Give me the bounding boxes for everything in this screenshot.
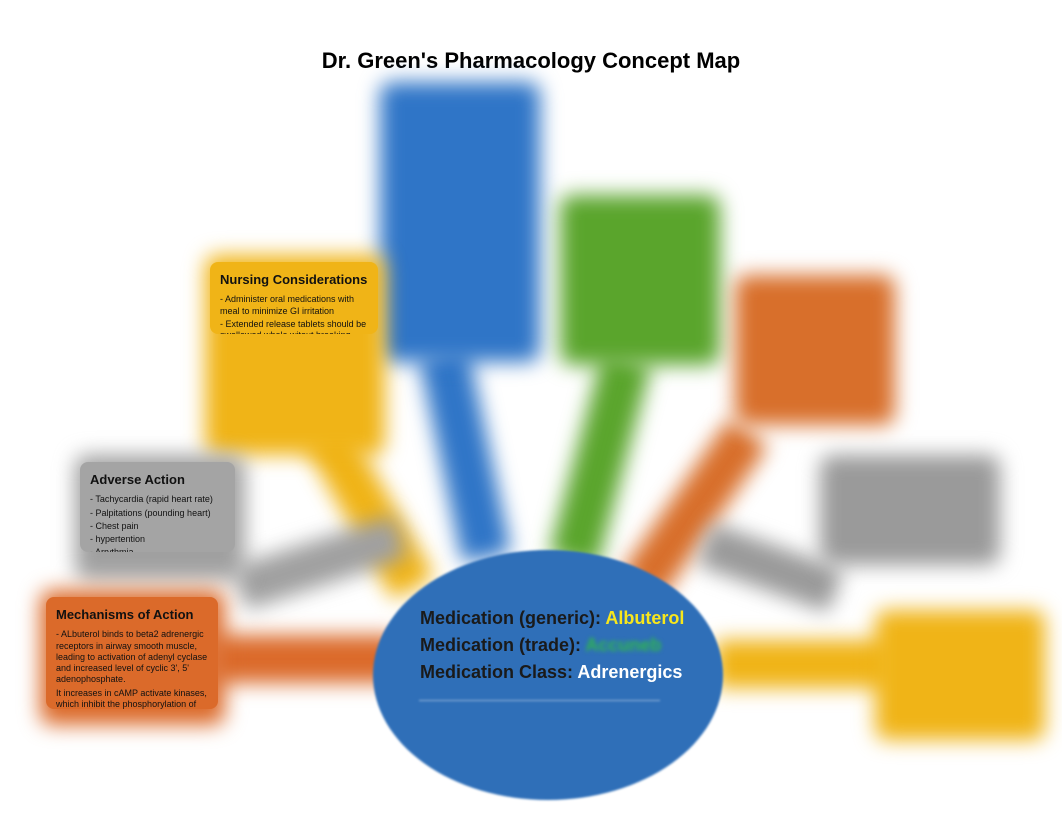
- page-title: Dr. Green's Pharmacology Concept Map: [0, 48, 1062, 74]
- callout-green: [560, 195, 720, 365]
- adverse-title: Adverse Action: [90, 472, 225, 488]
- generic-value: Albuterol: [605, 608, 684, 628]
- adverse-line: - hypertention: [90, 534, 225, 545]
- mech-line: It increases in cAMP activate kinases, w…: [56, 688, 208, 710]
- class-label: Medication Class:: [420, 662, 577, 682]
- generic-line: Medication (generic): Albuterol: [420, 608, 684, 629]
- nursing-line: - Extended release tablets should be swa…: [220, 319, 368, 334]
- card-nursing-considerations: Nursing Considerations - Administer oral…: [210, 262, 378, 334]
- trade-line: Medication (trade): Accuneb: [420, 635, 684, 656]
- connector-blue: [419, 347, 512, 563]
- connector-orange-l: [210, 635, 400, 683]
- nursing-line: - Administer oral medications with meal …: [220, 294, 368, 317]
- adverse-line: - Tachycardia (rapid heart rate): [90, 494, 225, 505]
- mech-title: Mechanisms of Action: [56, 607, 208, 623]
- trade-label: Medication (trade):: [420, 635, 585, 655]
- center-text-overlay: Medication (generic): Albuterol Medicati…: [420, 608, 684, 689]
- adverse-line: - Palpitations (pounding heart): [90, 508, 225, 519]
- card-adverse-action: Adverse Action - Tachycardia (rapid hear…: [80, 462, 235, 552]
- callout-gray-right: [820, 455, 1000, 565]
- class-value: Adrenergics: [577, 662, 682, 682]
- connector-gray-l: [232, 515, 408, 610]
- callout-blue: [380, 82, 540, 362]
- card-mechanisms: Mechanisms of Action - ALbuterol binds t…: [46, 597, 218, 709]
- concept-map-canvas: Dr. Green's Pharmacology Concept Map Med…: [0, 0, 1062, 822]
- callout-orange-tr: [735, 275, 895, 425]
- class-line: Medication Class: Adrenergics: [420, 662, 684, 683]
- mech-line: - ALbuterol binds to beta2 adrenergic re…: [56, 629, 208, 685]
- callout-yellow-right: [875, 610, 1045, 740]
- trade-value: Accuneb: [585, 635, 661, 655]
- adverse-line: - Chest pain: [90, 521, 225, 532]
- adverse-line: - Arrythmia: [90, 547, 225, 552]
- connector-green: [549, 352, 652, 568]
- generic-label: Medication (generic):: [420, 608, 605, 628]
- connector-yellow-r: [715, 640, 895, 688]
- nursing-title: Nursing Considerations: [220, 272, 368, 288]
